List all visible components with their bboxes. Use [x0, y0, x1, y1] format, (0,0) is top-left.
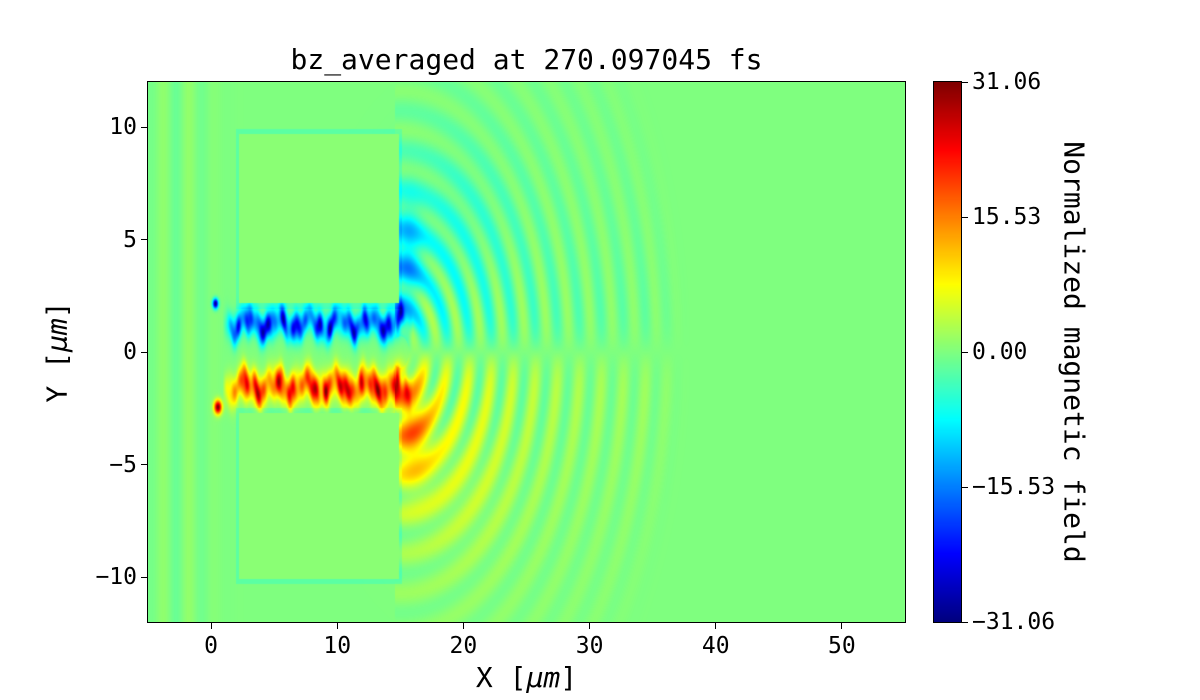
colorbar-tick-label: −15.53	[972, 474, 1056, 500]
colorbar-tick-label: −31.06	[972, 609, 1056, 635]
chart-title: bz_averaged at 270.097045 fs	[290, 43, 763, 76]
y-tick-mark	[141, 576, 147, 578]
x-tick-mark	[589, 623, 591, 629]
colorbar-label: Normalized magnetic field	[1057, 141, 1091, 563]
colorbar-tick-label: 15.53	[972, 204, 1042, 230]
x-tick-mark	[336, 623, 338, 629]
y-tick-label: −10	[95, 564, 137, 590]
colorbar-tick-mark	[962, 621, 968, 623]
x-axis-label-suffix: ]	[560, 661, 578, 694]
y-tick-label: 0	[123, 339, 137, 365]
x-tick-label: 10	[323, 633, 352, 659]
x-tick-label: 0	[204, 633, 218, 659]
colorbar-tick-mark	[962, 81, 968, 83]
x-tick-label: 40	[701, 633, 730, 659]
x-axis-label-prefix: X [	[475, 661, 527, 694]
x-tick-mark	[841, 623, 843, 629]
x-axis-unit: μm	[526, 661, 561, 694]
y-tick-mark	[141, 464, 147, 465]
colorbar-tick-mark	[962, 216, 968, 218]
y-tick-label: 5	[123, 226, 137, 253]
y-tick-label: 10	[109, 114, 137, 140]
x-tick-label: 50	[828, 633, 856, 659]
y-tick-mark	[141, 126, 147, 128]
x-axis-label: X [μm]	[147, 662, 906, 694]
y-axis-label-suffix: ]	[40, 301, 74, 319]
y-tick-label: −5	[109, 451, 137, 478]
y-tick-mark	[141, 351, 147, 353]
colorbar-tick-mark	[962, 351, 968, 353]
heatmap-canvas	[148, 82, 905, 622]
colorbar	[933, 81, 962, 623]
colorbar-tick-label: 31.06	[972, 69, 1042, 95]
colorbar-tick-label: 0.00	[972, 339, 1028, 365]
y-tick-mark	[141, 239, 147, 240]
x-tick-label: 30	[575, 633, 604, 659]
plot-area	[147, 81, 906, 623]
x-tick-mark	[210, 623, 212, 629]
colorbar-tick-mark	[962, 486, 968, 488]
x-tick-mark	[715, 623, 717, 629]
colorbar-gradient-canvas	[934, 82, 961, 622]
x-tick-mark	[462, 623, 464, 629]
x-tick-label: 20	[449, 633, 478, 659]
